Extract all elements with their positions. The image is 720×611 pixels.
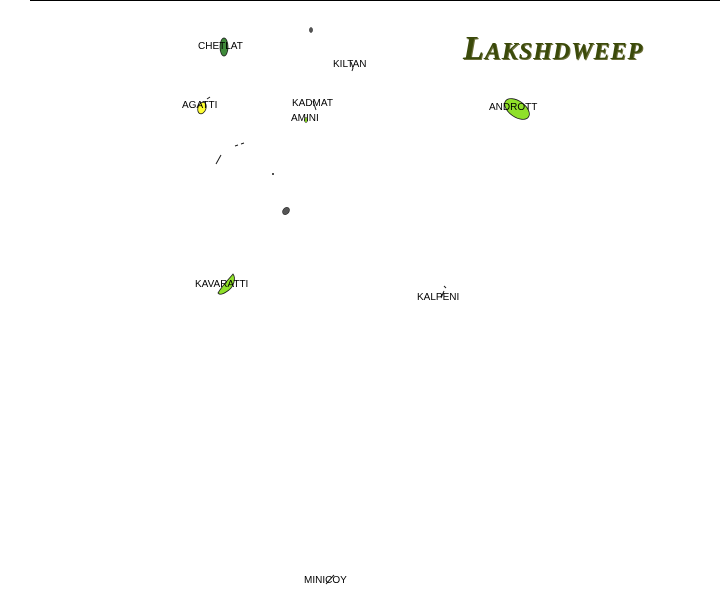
chetlat-island: [219, 37, 229, 57]
perumal-par-islet: [234, 142, 245, 147]
label-agatti: AGATTI: [182, 100, 218, 111]
cherbaniani-islet: [215, 154, 222, 165]
map-border-line: [30, 0, 720, 1]
andrott-island: [504, 98, 530, 120]
agatti-island: [197, 101, 207, 115]
pitti-islet: [282, 207, 290, 215]
label-kadmat: KADMAT: [292, 98, 333, 109]
label-kalpeni: KALPENI: [417, 292, 460, 303]
label-kavaratti: KAVARATTI: [195, 279, 249, 290]
minicoy-island: [325, 574, 335, 585]
label-minicoy: MINICOY: [304, 575, 347, 586]
label-amini: AMINI: [291, 113, 319, 124]
kadmat-island: [312, 100, 317, 111]
amini-island: [304, 117, 308, 123]
label-kiltan: KILTAN: [333, 59, 367, 70]
bitra-islet: [309, 27, 313, 33]
kavaratti-island: [217, 273, 235, 295]
map-title: Lakshdweep: [463, 30, 644, 67]
small-islet: [272, 173, 274, 175]
kiltan-island: [350, 61, 354, 72]
kalpeni-island: [440, 285, 447, 299]
label-andrott: ANDROTT: [489, 102, 538, 113]
bangaram-islet: [206, 96, 211, 100]
label-chetlat: CHETLAT: [198, 41, 243, 52]
